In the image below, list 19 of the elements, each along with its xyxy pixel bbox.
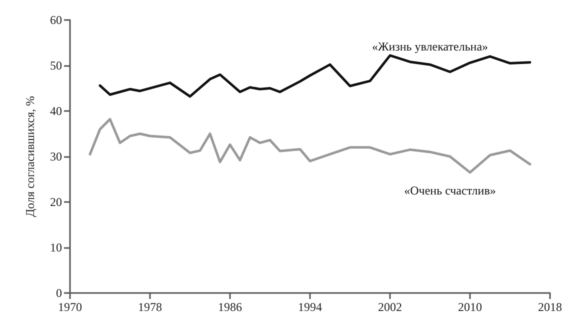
- y-tick-label: 20: [50, 195, 62, 209]
- line-series: [88, 118, 532, 174]
- x-tick-label: 1970: [58, 300, 82, 314]
- y-tick-label: 40: [50, 104, 62, 118]
- x-tick-label: 2018: [538, 300, 562, 314]
- y-tick-label: 30: [50, 150, 62, 164]
- y-tick-label: 0: [56, 286, 62, 300]
- y-tick-label: 50: [50, 58, 62, 72]
- x-tick-label: 2010: [458, 300, 482, 314]
- x-tick-label: 1986: [218, 300, 242, 314]
- y-tick-label: 10: [50, 240, 62, 254]
- y-axis-title: Доля согласившихся, %: [23, 96, 37, 218]
- y-tick-label: 60: [50, 13, 62, 27]
- x-tick-label: 2002: [378, 300, 402, 314]
- line-series: [98, 54, 532, 98]
- series-label: «Жизнь увлекательна»: [372, 40, 488, 54]
- text: «Очень счастлив»: [404, 184, 496, 198]
- x-tick-label: 1994: [298, 300, 322, 314]
- x-tick-label: 1978: [138, 300, 162, 314]
